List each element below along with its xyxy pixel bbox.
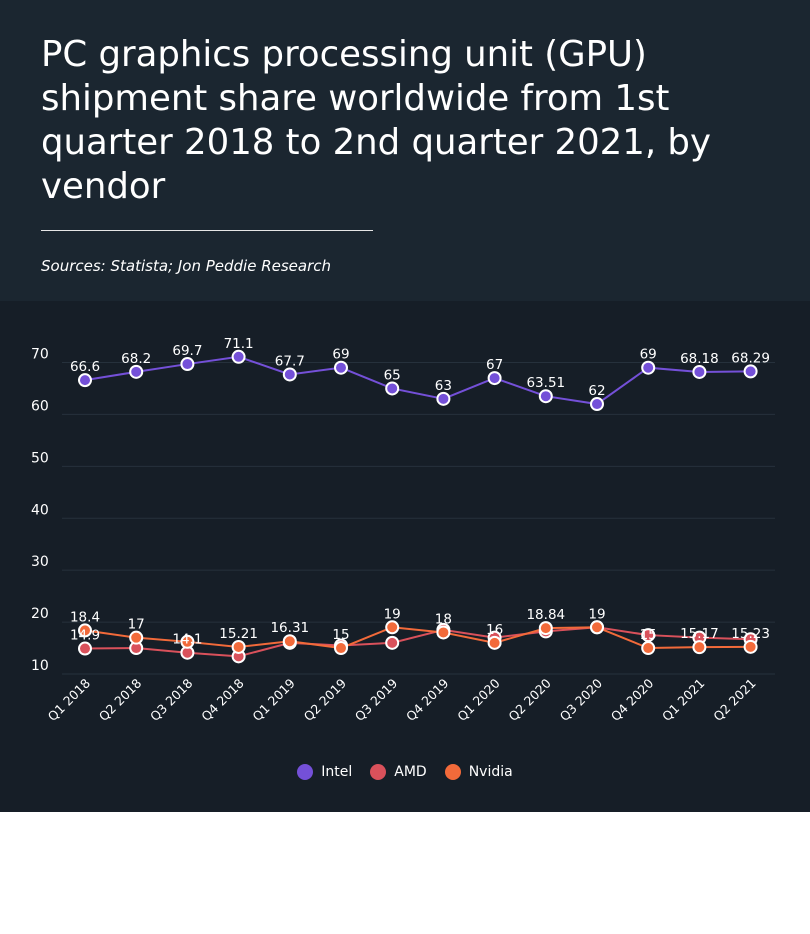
data-point-intel[interactable] [282, 367, 297, 382]
x-tick-label: Q4 2018 [198, 675, 247, 724]
x-tick-label: Q3 2019 [352, 675, 401, 724]
title-divider [41, 230, 373, 231]
data-point-nvidia[interactable] [436, 625, 451, 640]
data-label-intel: 62 [588, 383, 605, 399]
data-label-nvidia: 18.4 [70, 609, 100, 625]
data-label-intel: 69.7 [172, 343, 202, 359]
data-point-nvidia[interactable] [641, 641, 656, 656]
data-label-nvidia: 15 [640, 627, 657, 643]
data-point-nvidia[interactable] [538, 621, 553, 636]
data-point-nvidia[interactable] [334, 641, 348, 656]
x-tick-label: Q2 2021 [710, 676, 758, 724]
y-tick-label: 50 [31, 450, 49, 466]
data-point-intel[interactable] [231, 349, 246, 364]
y-tick-label: 40 [31, 502, 49, 518]
data-label-nvidia: 16.31 [270, 620, 309, 636]
data-point-nvidia[interactable] [385, 620, 400, 635]
x-tick-label: Q4 2020 [608, 675, 657, 724]
legend-item-nvidia[interactable]: Nvidia [444, 764, 513, 780]
data-label-nvidia: 15.23 [731, 626, 770, 642]
data-point-intel[interactable] [692, 364, 707, 379]
data-label-intel: 63 [435, 378, 452, 394]
chart-header: PC graphics processing unit (GPU) shipme… [0, 0, 810, 301]
chart-title: PC graphics processing unit (GPU) shipme… [41, 34, 711, 207]
data-label-intel: 63.51 [526, 375, 565, 391]
data-point-nvidia[interactable] [78, 623, 92, 638]
series-line-amd [84, 626, 751, 658]
data-point-intel[interactable] [641, 360, 656, 375]
y-tick-label: 70 [31, 347, 49, 363]
data-label-nvidia: 18 [435, 611, 452, 627]
data-point-intel[interactable] [78, 373, 92, 388]
data-label-intel: 67 [486, 357, 503, 373]
data-point-intel[interactable] [743, 364, 758, 379]
data-label-intel: 67.7 [275, 353, 305, 369]
y-tick-label: 20 [31, 606, 49, 622]
data-point-intel[interactable] [538, 389, 553, 404]
legend-swatch-intel [297, 764, 314, 780]
data-label-nvidia: 18.84 [526, 607, 565, 623]
legend-label-nvidia: Nvidia [468, 764, 513, 780]
legend-swatch-nvidia [444, 764, 461, 780]
data-label-nvidia: 19 [384, 606, 401, 622]
legend-label-intel: Intel [321, 764, 353, 780]
legend-swatch-amd [370, 764, 387, 780]
legend-label-amd: AMD [394, 764, 427, 780]
data-label-intel: 68.29 [731, 350, 770, 366]
data-point-nvidia[interactable] [282, 634, 297, 649]
data-label-nvidia: 19 [588, 606, 605, 622]
x-tick-label: Q1 2021 [659, 676, 707, 724]
data-label-intel: 66.6 [70, 359, 100, 375]
data-label-intel: 71.1 [224, 336, 254, 352]
data-point-nvidia[interactable] [180, 634, 195, 649]
x-tick-label: Q1 2020 [454, 675, 503, 724]
data-point-amd[interactable] [78, 641, 92, 656]
data-label-intel: 65 [384, 367, 401, 383]
data-label-nvidia: 16 [486, 622, 503, 638]
chart-card: PC graphics processing unit (GPU) shipme… [0, 0, 810, 812]
data-point-nvidia[interactable] [743, 639, 758, 654]
data-point-amd[interactable] [385, 635, 400, 650]
data-label-intel: 68.2 [121, 351, 151, 367]
x-tick-label: Q2 2018 [96, 675, 145, 724]
source-note: Sources: Statista; Jon Peddie Research [41, 257, 332, 275]
data-label-nvidia: 15 [332, 627, 349, 643]
x-tick-label: Q3 2018 [147, 675, 196, 724]
data-label-amd: 14.1 [172, 632, 202, 648]
x-tick-label: Q2 2020 [505, 675, 554, 724]
data-label-intel: 68.18 [680, 351, 719, 367]
y-tick-label: 10 [31, 658, 49, 674]
data-point-nvidia[interactable] [231, 639, 246, 654]
legend-item-intel[interactable]: Intel [297, 764, 352, 780]
data-label-intel: 69 [640, 347, 657, 363]
data-label-intel: 69 [332, 347, 349, 363]
x-tick-label: Q1 2019 [249, 675, 298, 724]
data-point-intel[interactable] [487, 371, 502, 386]
data-point-nvidia[interactable] [692, 640, 707, 655]
data-point-nvidia[interactable] [487, 635, 502, 650]
x-tick-label: Q1 2018 [45, 675, 94, 724]
data-point-intel[interactable] [129, 364, 144, 379]
data-label-nvidia: 15.21 [219, 626, 258, 642]
data-point-intel[interactable] [436, 391, 451, 406]
data-label-amd: 14.9 [70, 628, 100, 644]
data-point-nvidia[interactable] [129, 630, 144, 645]
x-tick-label: Q4 2019 [403, 675, 452, 724]
legend-item-amd[interactable]: AMD [370, 764, 427, 780]
x-tick-label: Q3 2020 [557, 675, 606, 724]
data-point-intel[interactable] [385, 381, 400, 396]
series-line-nvidia [84, 626, 751, 650]
y-tick-label: 60 [31, 398, 49, 414]
y-tick-label: 30 [31, 554, 49, 570]
data-point-intel[interactable] [180, 357, 195, 372]
legend: Intel AMD Nvidia [0, 764, 810, 780]
data-label-nvidia: 17 [128, 617, 145, 633]
data-point-intel[interactable] [590, 397, 604, 412]
series-line-intel [84, 355, 751, 406]
data-label-nvidia: 15.17 [680, 626, 719, 642]
x-tick-label: Q2 2019 [301, 675, 350, 724]
data-point-nvidia[interactable] [590, 620, 604, 635]
data-point-intel[interactable] [334, 360, 348, 375]
